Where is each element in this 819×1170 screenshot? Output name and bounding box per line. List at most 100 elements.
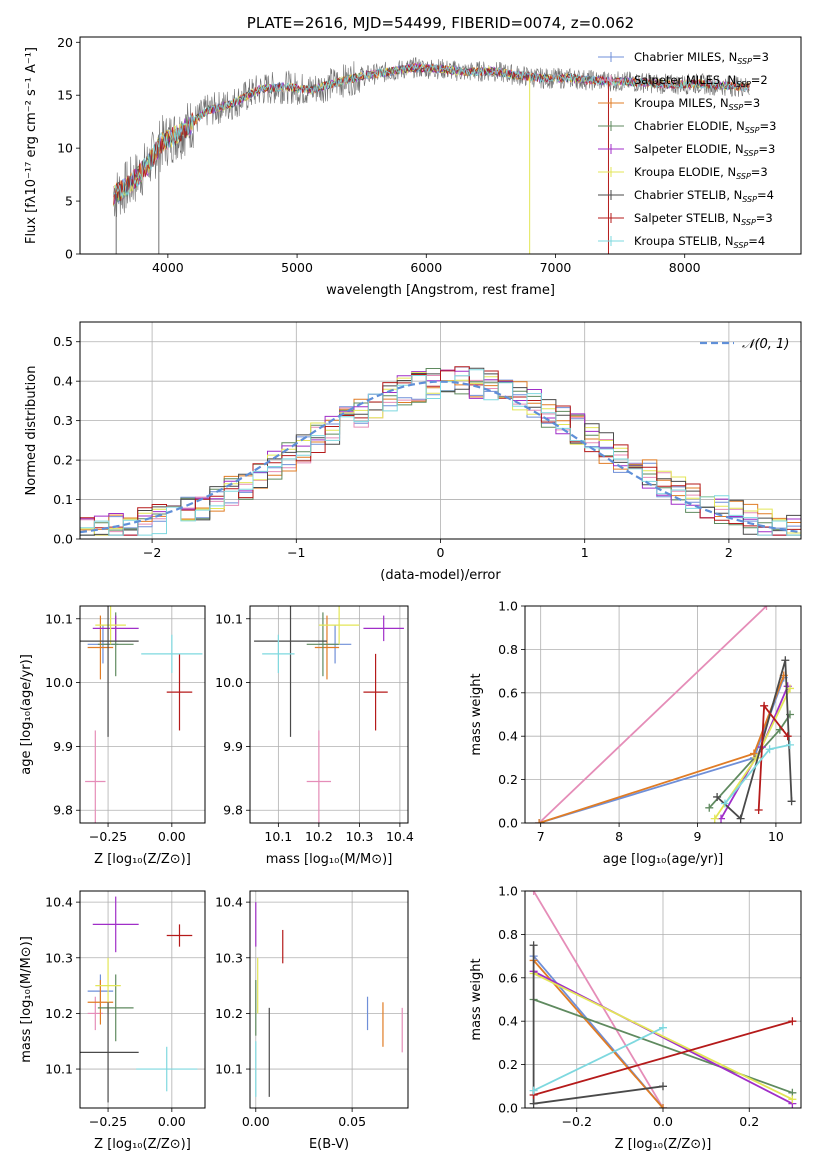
axes-frame-age_vs_mass: 10.1 10.2 10.3 10.4 9.8 9.9 10.0 10.1 mass [log₁…: [215, 605, 414, 867]
legend-suffix: =3: [751, 165, 768, 179]
legend-entry-chabrier-stelib: Chabrier STELIB, NSSP=4: [634, 188, 774, 204]
y-tick-label: 10.1: [45, 611, 73, 626]
series-point: [788, 1017, 797, 1026]
series-kroupa-stelib: [529, 1023, 667, 1095]
x-tick-label: 4000: [152, 260, 184, 275]
series-point: [736, 814, 745, 823]
panel-age_vs_mass: 10.1 10.2 10.3 10.4 9.8 9.9 10.0 10.1 mass [log₁…: [215, 605, 414, 867]
x-tick-label: −0.25: [89, 829, 127, 844]
x-tick-label: 10.4: [386, 829, 414, 844]
x-axis-label: E(B-V): [309, 1137, 349, 1152]
x-tick-label: 0.00: [158, 1114, 186, 1129]
errorbar-chabrier-stelib: [80, 606, 139, 737]
x-tick-label: 8: [615, 829, 623, 844]
axes-frame-weight_vs_age: 7 8 9 10 0.0 0.2 0.4 0.6 0.8 1.0 age [log₁₀(age/yr…: [469, 599, 802, 867]
errorbar-chabrier-stelib: [80, 1002, 139, 1103]
axes-frame-residuals: −2 −1 0 1 2 0.0 0.1 0.2 0.3 0.4 0.5 (data-model)/er…: [24, 321, 802, 583]
axes-frame: [249, 605, 409, 824]
axes-frame-mass_vs_ebv: 0.00 0.05 10.1 10.2 10.3 10.4 E(B-V): [215, 890, 409, 1152]
series-kroupa-stelib: [720, 740, 795, 808]
y-tick-label: 10.4: [45, 895, 73, 910]
x-tick-label: 5000: [281, 260, 313, 275]
plot-area-spectrum: [113, 57, 750, 254]
x-axis-label: wavelength [Angstrom, rest frame]: [326, 283, 555, 298]
legend-entry-salpeter-miles: Salpeter MILES, NSSP=2: [634, 73, 768, 89]
y-tick-label: 0.8: [498, 927, 518, 942]
x-tick-label: 0.00: [242, 1114, 270, 1129]
series-point: [659, 1082, 667, 1091]
legend-subscript: SSP: [741, 218, 756, 227]
y-tick-label: 0.0: [498, 1101, 518, 1116]
y-tick-label: 20: [57, 35, 73, 50]
y-tick-label: 10.3: [45, 950, 73, 965]
legend-entry-kroupa-elodie: Kroupa ELODIE, NSSP=3: [634, 165, 768, 181]
series-point: [781, 656, 790, 665]
y-tick-label: 0.4: [53, 374, 73, 389]
axes-frame: [79, 605, 206, 824]
y-tick-label: 0.0: [498, 816, 518, 831]
series-kroupa-miles: [535, 671, 788, 823]
x-tick-label: 10: [768, 829, 784, 844]
y-tick-label: 1.0: [498, 599, 518, 614]
legend-label: Salpeter STELIB, N: [634, 211, 741, 225]
legend: 𝒩(0, 1): [700, 337, 789, 352]
y-tick-label: 10.2: [215, 1006, 243, 1021]
x-axis-label: mass [log₁₀(M/M⊙)]: [266, 852, 393, 867]
y-tick-label: 5: [65, 194, 73, 209]
y-tick-label: 10: [57, 141, 73, 156]
legend-subscript: SSP: [742, 195, 757, 204]
series-point: [787, 797, 796, 806]
y-tick-label: 0.1: [53, 492, 73, 507]
y-tick-label: 0: [65, 247, 73, 262]
legend-entry-salpeter-stelib: Salpeter STELIB, NSSP=3: [634, 211, 773, 227]
series-salpeter-miles: [529, 891, 667, 1108]
series-point: [788, 1095, 797, 1104]
legend-suffix: =4: [748, 234, 765, 248]
series-line: [532, 959, 664, 1108]
x-tick-label: 9: [694, 829, 702, 844]
legend-subscript: SSP: [736, 80, 751, 89]
legend-entry-kroupa-miles: Kroupa MILES, NSSP=3: [634, 96, 760, 112]
series-line: [708, 713, 791, 809]
errorbar-salpeter-stelib: [166, 653, 193, 731]
x-axis-label: Z [log₁₀(Z/Z⊙)]: [615, 1137, 712, 1152]
x-tick-label: 0.2: [739, 1114, 759, 1129]
errorbar-salpeter-stelib: [363, 653, 388, 731]
series-line: [532, 945, 664, 1105]
series-point: [529, 941, 538, 950]
series-point: [720, 799, 729, 808]
legend-label: Chabrier MILES, N: [634, 50, 737, 64]
errorbar-kroupa-elodie: [95, 606, 126, 645]
x-axis-label: (data-model)/error: [380, 568, 501, 583]
legend-label: Chabrier ELODIE, N: [634, 119, 745, 133]
chart-title: PLATE=2616, MJD=54499, FIBERID=0074, z=0…: [247, 14, 634, 32]
legend-label: Salpeter MILES, N: [634, 73, 736, 87]
axes-frame: [249, 890, 409, 1109]
panel-weight_vs_Z: −0.2 0.0 0.2 0.0 0.2 0.4 0.6 0.8 1.0 Z [log₁₀(Z/Z…: [469, 884, 802, 1152]
x-tick-label: 10.1: [264, 829, 292, 844]
model-fit-kroupa-stelib: [113, 63, 750, 198]
plot-area-weight_vs_Z: [529, 891, 797, 1108]
x-axis-label: age [log₁₀(age/yr)]: [603, 852, 724, 867]
series-line: [533, 998, 793, 1094]
plot-area-weight_vs_age: [535, 606, 796, 823]
legend-suffix: =3: [756, 211, 773, 225]
y-tick-label: 0.0: [53, 532, 73, 547]
series-point: [754, 805, 763, 814]
series-chabrier-miles: [535, 673, 788, 823]
axes-frame-mass_vs_Z: −0.25 0.00 10.1 10.2 10.3 10.4 Z [log₁₀(Z/Z⊙)]…: [19, 890, 206, 1152]
series-line: [533, 970, 793, 1105]
x-tick-label: 10.3: [345, 829, 373, 844]
y-axis-label: mass weight: [469, 958, 484, 1040]
x-axis-label: Z [log₁₀(Z/Z⊙)]: [94, 1137, 191, 1152]
series-line: [538, 677, 785, 823]
series-line: [533, 972, 793, 1101]
plot-area-mass_vs_ebv: [255, 902, 403, 1097]
series-point: [762, 606, 771, 610]
y-tick-label: 10.2: [45, 1006, 73, 1021]
series-chabrier-stelib: [529, 941, 667, 1108]
x-tick-label: 7: [537, 829, 545, 844]
errorbar-kroupa-miles: [87, 615, 114, 680]
y-tick-label: 0.4: [498, 729, 518, 744]
